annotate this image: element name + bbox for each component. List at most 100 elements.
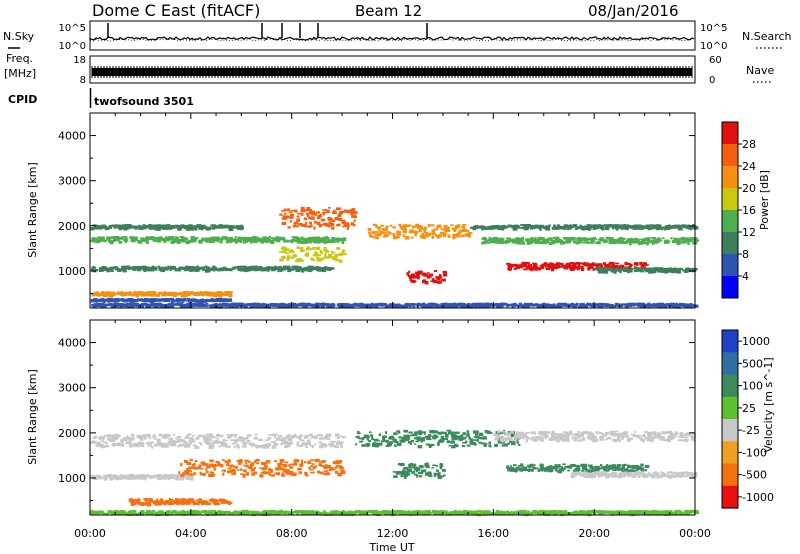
data-cell bbox=[198, 442, 202, 444]
data-cell bbox=[173, 265, 176, 269]
data-cell bbox=[417, 226, 423, 229]
data-cell bbox=[585, 239, 588, 242]
data-cell bbox=[343, 511, 349, 514]
data-cell bbox=[118, 240, 123, 244]
data-cell bbox=[497, 226, 503, 230]
data-cell bbox=[328, 442, 333, 446]
data-cell bbox=[190, 225, 193, 228]
data-cell bbox=[334, 254, 338, 257]
data-cell bbox=[134, 445, 139, 447]
data-cell bbox=[244, 437, 249, 440]
data-cell bbox=[305, 252, 310, 255]
noise-top-right: 10^5 bbox=[700, 23, 727, 34]
data-cell bbox=[300, 240, 306, 244]
data-cell bbox=[259, 239, 264, 242]
scatter-band-0 bbox=[90, 236, 347, 245]
data-cell bbox=[95, 302, 100, 306]
data-cell bbox=[341, 238, 346, 241]
data-cell bbox=[616, 265, 620, 267]
data-cell bbox=[306, 238, 311, 242]
data-cell bbox=[254, 302, 257, 306]
data-cell bbox=[238, 266, 241, 269]
data-cell bbox=[127, 302, 130, 306]
data-cell bbox=[382, 510, 386, 514]
data-cell bbox=[426, 234, 430, 238]
data-cell bbox=[650, 305, 654, 308]
data-cell bbox=[105, 304, 108, 307]
data-cell bbox=[293, 254, 297, 258]
data-cell bbox=[601, 303, 604, 306]
data-cell bbox=[177, 227, 182, 231]
data-cell bbox=[483, 304, 486, 308]
data-cell bbox=[196, 269, 200, 272]
data-cell bbox=[440, 228, 443, 231]
data-cell bbox=[297, 468, 302, 470]
data-cell bbox=[312, 435, 317, 439]
data-cell bbox=[151, 445, 154, 449]
data-cell bbox=[410, 512, 416, 516]
data-cell bbox=[222, 298, 225, 302]
data-cell bbox=[196, 237, 199, 240]
data-cell bbox=[606, 268, 610, 272]
data-cell bbox=[493, 227, 497, 230]
data-cell bbox=[265, 460, 271, 464]
data-cell bbox=[333, 240, 336, 243]
data-cell bbox=[201, 299, 207, 301]
data-cell bbox=[151, 435, 157, 438]
data-cell bbox=[207, 512, 212, 515]
data-cell bbox=[678, 238, 683, 241]
data-cell bbox=[239, 238, 242, 242]
data-cell bbox=[126, 238, 129, 241]
data-cell bbox=[293, 460, 296, 463]
colorbar-segment bbox=[722, 122, 738, 145]
data-cell bbox=[289, 248, 293, 251]
data-cell bbox=[162, 435, 168, 439]
data-cell bbox=[689, 303, 693, 305]
data-cell bbox=[232, 472, 237, 475]
data-cell bbox=[353, 211, 358, 215]
data-cell bbox=[338, 303, 342, 306]
data-cell bbox=[220, 501, 226, 504]
data-cell bbox=[680, 267, 683, 271]
data-cell bbox=[175, 510, 178, 513]
data-cell bbox=[369, 511, 374, 513]
data-cell bbox=[528, 264, 533, 267]
data-cell bbox=[399, 225, 405, 229]
data-cell bbox=[380, 224, 384, 227]
data-cell bbox=[308, 468, 314, 471]
data-cell bbox=[288, 211, 293, 214]
data-cell bbox=[121, 439, 125, 442]
data-cell bbox=[641, 241, 647, 245]
data-cell bbox=[375, 225, 378, 228]
data-cell bbox=[104, 477, 108, 481]
data-cell bbox=[104, 239, 108, 242]
data-cell bbox=[456, 233, 460, 236]
data-cell bbox=[228, 294, 233, 298]
data-cell bbox=[610, 269, 614, 273]
data-cell bbox=[609, 267, 614, 270]
data-cell bbox=[483, 236, 486, 240]
data-cell bbox=[592, 262, 595, 265]
data-cell bbox=[173, 510, 177, 514]
data-cell bbox=[606, 225, 611, 228]
data-cell bbox=[90, 509, 94, 512]
data-cell bbox=[466, 229, 470, 232]
data-cell bbox=[308, 268, 312, 273]
data-cell bbox=[191, 240, 197, 243]
data-cell bbox=[239, 302, 244, 305]
data-cell bbox=[121, 224, 126, 227]
data-cell bbox=[427, 272, 430, 274]
data-cell bbox=[402, 224, 407, 228]
data-cell bbox=[346, 222, 349, 226]
data-cell bbox=[353, 223, 356, 227]
data-cell bbox=[390, 224, 393, 227]
data-cell bbox=[298, 471, 302, 475]
data-cell bbox=[178, 225, 183, 227]
data-cell bbox=[567, 265, 571, 267]
data-cell bbox=[102, 303, 107, 306]
data-cell bbox=[249, 463, 254, 467]
data-cell bbox=[220, 443, 224, 447]
data-cell bbox=[275, 433, 278, 436]
data-cell bbox=[251, 240, 256, 243]
data-cell bbox=[319, 445, 324, 449]
